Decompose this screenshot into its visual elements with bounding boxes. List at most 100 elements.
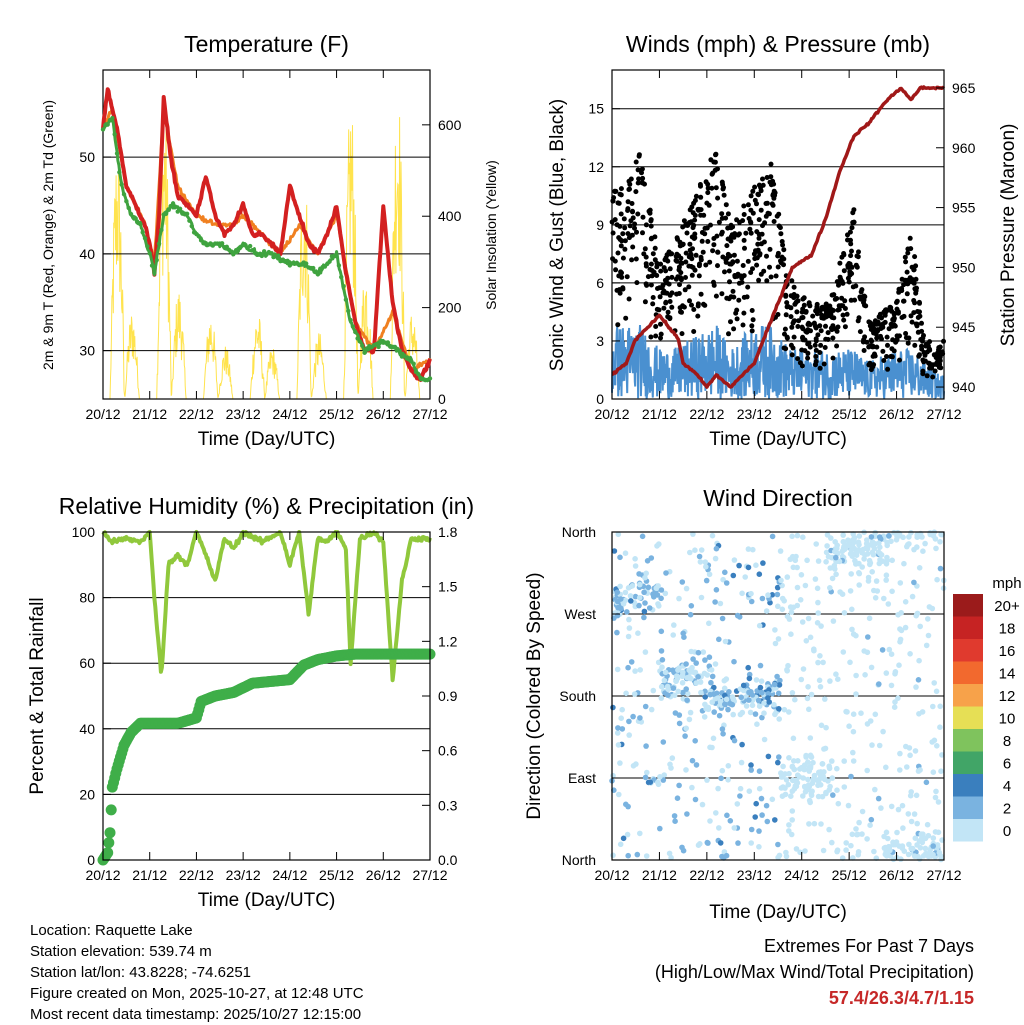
gust-point (626, 178, 632, 184)
direction-point (922, 540, 928, 547)
gust-point (935, 359, 941, 365)
gust-point (692, 212, 698, 218)
direction-point (704, 777, 710, 783)
gust-point (677, 305, 683, 311)
direction-point (761, 710, 767, 716)
x-axis-label: Time (Day/UTC) (198, 890, 336, 911)
colorbar-label: 4 (1003, 778, 1011, 795)
y-tick-label: 40 (79, 721, 95, 737)
dewpoint-point (341, 283, 346, 289)
direction-point (774, 591, 781, 598)
direction-point (868, 664, 875, 671)
gust-point (755, 247, 761, 253)
direction-point (832, 548, 838, 555)
chart-title: Relative Humidity (%) & Precipitation (i… (59, 493, 474, 519)
y-axis-label: Sonic Wind & Gust (Blue, Black) (547, 99, 568, 371)
gust-point (640, 230, 645, 236)
gust-point (748, 230, 754, 236)
direction-point (614, 666, 621, 673)
dewpoint-point (273, 253, 279, 258)
direction-point (800, 534, 806, 540)
gust-point (882, 319, 888, 325)
gust-point (883, 308, 889, 314)
gust-point (912, 254, 918, 260)
gust-point (693, 252, 699, 258)
direction-point (912, 748, 919, 754)
gust-point (748, 270, 754, 275)
gust-point (695, 313, 701, 319)
direction-point (656, 541, 662, 547)
direction-point (801, 783, 808, 790)
direction-point (805, 684, 811, 690)
gust-point (818, 328, 824, 334)
direction-point (709, 532, 716, 539)
direction-point (752, 814, 758, 820)
gust-point (674, 251, 680, 257)
dewpoint-point (411, 361, 416, 366)
y-category-label: South (559, 688, 596, 704)
gust-point (845, 262, 851, 268)
gust-point (924, 349, 930, 355)
direction-point (937, 703, 943, 710)
gust-point (643, 254, 649, 260)
gust-point (712, 167, 718, 173)
direction-point (897, 580, 904, 586)
direction-point (881, 833, 887, 840)
direction-point (791, 758, 797, 764)
direction-point (850, 631, 857, 637)
direction-point (865, 634, 871, 640)
direction-point (722, 569, 728, 576)
direction-point (687, 549, 693, 556)
direction-point (736, 614, 743, 620)
gust-point (700, 249, 706, 255)
y-category-label: West (564, 606, 596, 622)
direction-point (746, 788, 753, 794)
direction-point (889, 557, 895, 564)
gust-point (667, 266, 673, 272)
direction-point (734, 801, 741, 807)
gust-point (884, 334, 890, 340)
gust-point (754, 201, 759, 207)
direction-point (912, 835, 919, 841)
direction-point (680, 689, 686, 696)
direction-point (915, 677, 922, 683)
x-tick-label: 27/12 (412, 406, 447, 422)
direction-point (856, 533, 863, 539)
direction-point (729, 701, 736, 708)
direction-point (690, 656, 696, 662)
gust-point (713, 293, 719, 299)
direction-point (759, 595, 766, 602)
x-tick-label: 23/12 (737, 406, 772, 422)
direction-point (753, 562, 759, 568)
direction-point (738, 694, 744, 701)
direction-point (917, 623, 923, 630)
direction-point (938, 531, 944, 538)
x-tick-label: 23/12 (226, 406, 261, 422)
direction-point (690, 531, 696, 537)
gust-point (635, 167, 641, 173)
gust-point (903, 331, 909, 336)
direction-point (763, 608, 770, 614)
gust-point (823, 323, 828, 329)
direction-point (927, 847, 933, 853)
direction-point (695, 649, 702, 656)
gust-point (881, 358, 887, 363)
gust-point (615, 200, 621, 206)
direction-point (788, 609, 795, 615)
dewpoint-point (196, 234, 201, 239)
dewpoint-point (163, 211, 169, 216)
colorbar-swatch (953, 594, 983, 617)
direction-point (786, 755, 792, 761)
direction-point (615, 725, 621, 731)
gust-point (789, 324, 795, 330)
direction-point (735, 840, 741, 846)
gust-point (725, 211, 731, 217)
direction-point (611, 548, 618, 554)
direction-point (721, 685, 728, 692)
direction-point (935, 799, 942, 805)
gust-point (837, 260, 843, 266)
gust-point (687, 298, 692, 304)
gust-point (727, 279, 732, 285)
direction-point (840, 538, 847, 545)
direction-point (658, 628, 665, 635)
